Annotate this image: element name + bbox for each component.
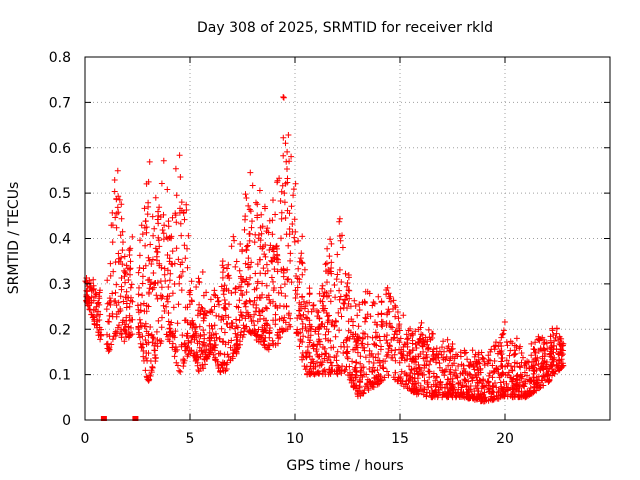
y-tick-label: 0.2: [49, 322, 71, 338]
axis-ticks: 0 5 10 15 20 0 0.1 0.2 0.3 0.4 0.5 0.6 0.7 0.8: [49, 50, 610, 447]
y-tick-label: 0.3: [49, 277, 71, 293]
y-tick-label: 0.5: [49, 186, 71, 202]
y-tick-label: 0: [62, 413, 71, 429]
gap-marker: [100, 416, 107, 421]
y-tick-label: 0.4: [49, 232, 71, 248]
y-tick-label: 0.1: [49, 368, 71, 384]
x-tick-label: 20: [496, 431, 514, 447]
scatter-markers: [82, 94, 567, 405]
y-axis-label: SRMTID / TECUs: [6, 182, 22, 295]
data-points: [82, 94, 567, 405]
grid-lines: [85, 57, 610, 420]
x-tick-label: 10: [286, 431, 304, 447]
x-tick-label: 15: [391, 431, 409, 447]
gap-marker: [132, 416, 139, 421]
y-tick-label: 0.7: [49, 95, 71, 111]
x-axis-label: GPS time / hours: [286, 458, 403, 474]
x-tick-label: 5: [186, 431, 195, 447]
x-tick-label: 0: [81, 431, 90, 447]
chart-title: Day 308 of 2025, SRMTID for receiver rkl…: [197, 20, 493, 36]
data-gap-markers: [100, 416, 139, 421]
y-tick-label: 0.6: [49, 141, 71, 157]
y-tick-label: 0.8: [49, 50, 71, 66]
